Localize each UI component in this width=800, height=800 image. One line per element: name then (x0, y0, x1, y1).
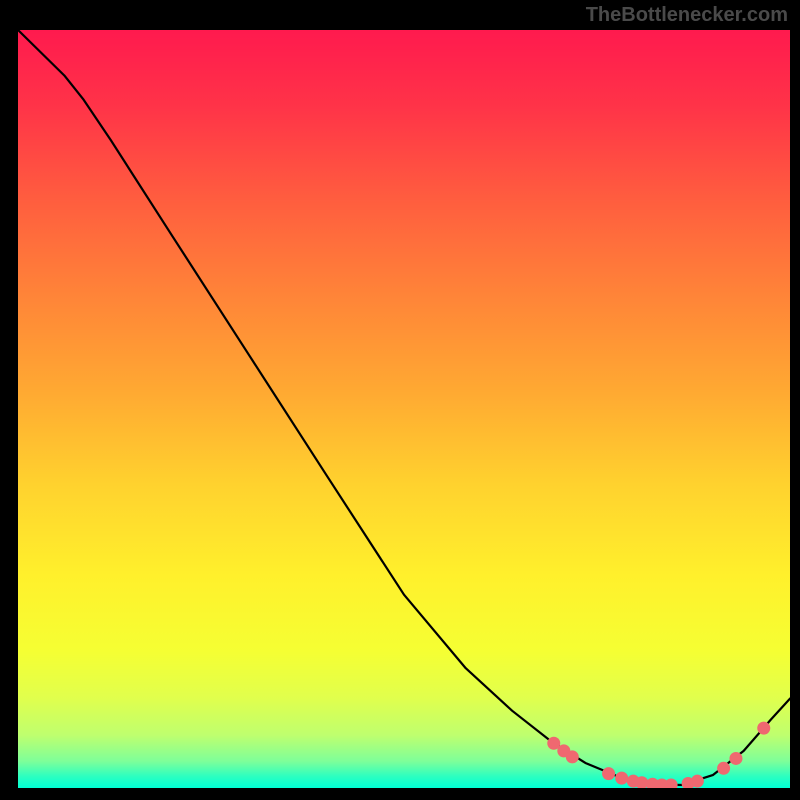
marker-point (691, 775, 704, 788)
chart-container: TheBottlenecker.com (0, 0, 800, 800)
gradient-background (18, 30, 790, 788)
watermark-text: TheBottlenecker.com (586, 4, 788, 27)
marker-point (729, 752, 742, 765)
marker-point (757, 722, 770, 735)
plot-svg (18, 30, 790, 788)
marker-point (566, 750, 579, 763)
marker-point (717, 762, 730, 775)
plot-area (18, 30, 790, 788)
marker-point (602, 767, 615, 780)
marker-point (615, 772, 628, 785)
